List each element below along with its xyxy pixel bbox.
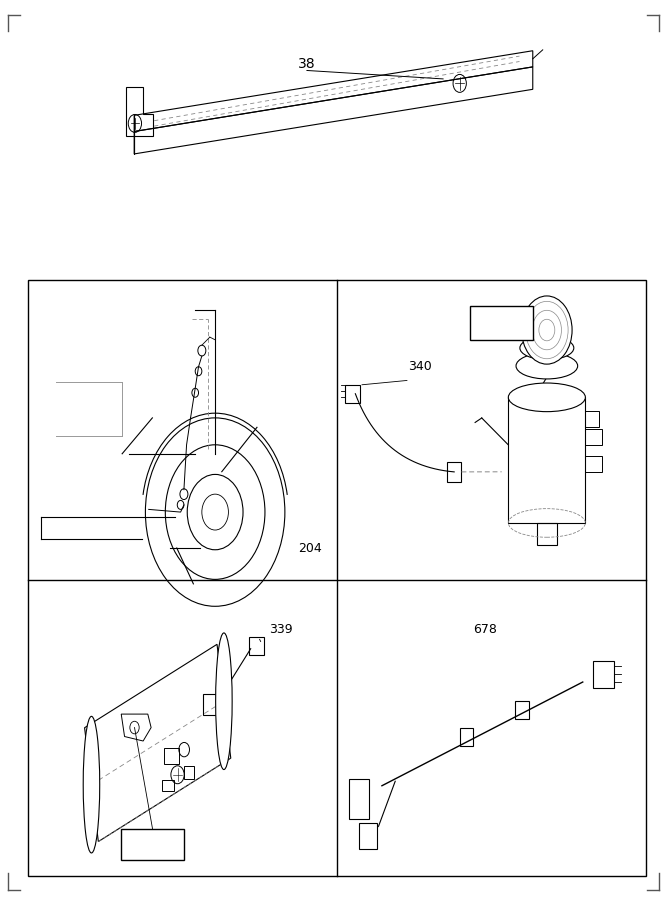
- Ellipse shape: [520, 337, 574, 360]
- Text: 1-40: 1-40: [138, 838, 166, 850]
- Bar: [249, 637, 264, 655]
- Bar: [28, 280, 646, 877]
- Bar: [593, 662, 614, 688]
- Ellipse shape: [516, 353, 578, 379]
- Bar: [447, 462, 462, 482]
- Bar: [203, 694, 219, 716]
- Bar: [586, 428, 602, 445]
- Bar: [516, 701, 529, 719]
- Text: 1-45: 1-45: [487, 316, 516, 329]
- Text: 38: 38: [298, 58, 315, 71]
- Circle shape: [522, 296, 572, 364]
- Bar: [164, 748, 179, 764]
- Text: 339: 339: [269, 624, 293, 636]
- Bar: [349, 779, 369, 819]
- Bar: [359, 824, 378, 849]
- Text: 678: 678: [473, 624, 497, 636]
- Text: 204: 204: [298, 542, 322, 555]
- Bar: [537, 523, 557, 545]
- Ellipse shape: [508, 383, 586, 411]
- Bar: [586, 410, 599, 427]
- Ellipse shape: [83, 716, 99, 853]
- Bar: [470, 305, 533, 339]
- Bar: [346, 385, 360, 402]
- Bar: [184, 766, 194, 779]
- Bar: [162, 780, 174, 791]
- Bar: [508, 397, 586, 523]
- Text: 340: 340: [408, 360, 432, 373]
- Ellipse shape: [215, 633, 232, 770]
- Bar: [121, 829, 183, 860]
- Bar: [460, 728, 473, 746]
- Bar: [586, 455, 602, 472]
